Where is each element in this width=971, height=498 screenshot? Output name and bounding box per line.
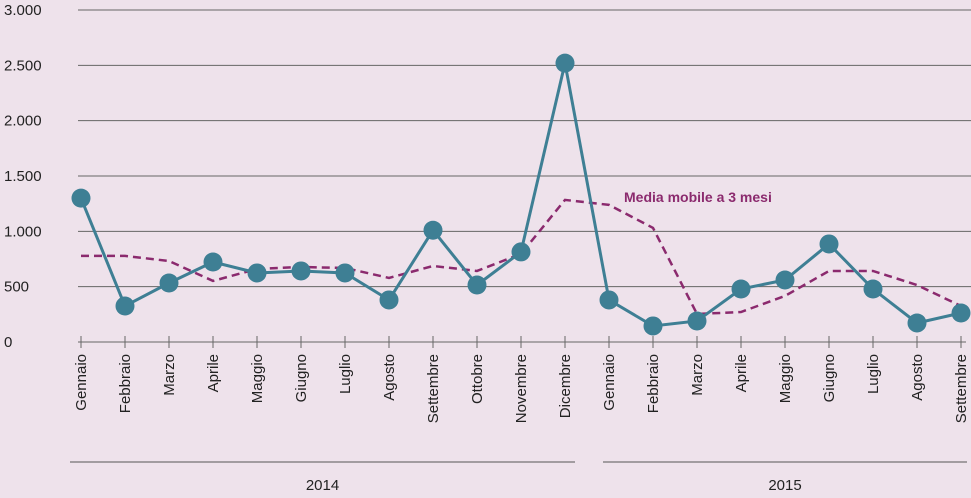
x-tick-label: Febbraio xyxy=(645,354,662,413)
series-line xyxy=(81,198,962,316)
x-tick-label: Agosto xyxy=(909,354,926,401)
marker xyxy=(951,303,971,323)
y-tick-label: 2.000 xyxy=(4,113,42,130)
x-tick-label: Giugno xyxy=(293,354,310,402)
marker xyxy=(643,316,663,336)
marker xyxy=(159,273,179,293)
x-tick-label: Dicembre xyxy=(557,354,574,418)
x-tick-label: Aprile xyxy=(733,354,750,392)
x-tick-label: Settembre xyxy=(425,354,442,423)
marker xyxy=(731,279,751,299)
marker xyxy=(599,290,619,310)
x-tick-label: Marzo xyxy=(689,354,706,396)
x-tick-label: Luglio xyxy=(865,354,882,394)
marker xyxy=(335,263,355,283)
marker xyxy=(775,270,795,290)
marker xyxy=(71,188,91,208)
y-tick-label: 3.000 xyxy=(4,2,42,19)
marker xyxy=(863,279,883,299)
x-tick-label: Luglio xyxy=(337,354,354,394)
marker xyxy=(467,275,487,295)
marker xyxy=(291,261,311,281)
x-tick-label: Maggio xyxy=(777,354,794,403)
x-tick-label: Marzo xyxy=(161,354,178,396)
y-tick-label: 2.500 xyxy=(4,57,42,74)
y-tick-label: 500 xyxy=(4,279,29,296)
x-tick-label: Novembre xyxy=(513,354,530,423)
marker xyxy=(907,313,927,333)
marker xyxy=(203,252,223,272)
marker xyxy=(819,234,839,254)
x-tick-label: Agosto xyxy=(381,354,398,401)
x-tick-label: Febbraio xyxy=(117,354,134,413)
y-tick-label: 1.000 xyxy=(4,223,42,240)
group-label: 2014 xyxy=(306,477,339,494)
x-tick-label: Giugno xyxy=(821,354,838,402)
x-tick-label: Maggio xyxy=(249,354,266,403)
marker xyxy=(511,242,531,262)
marker xyxy=(379,290,399,310)
x-tick-label: Gennaio xyxy=(601,354,618,411)
y-tick-label: 1.500 xyxy=(4,168,42,185)
x-tick-label: Settembre xyxy=(953,354,970,423)
marker xyxy=(423,220,443,240)
x-tick-label: Gennaio xyxy=(73,354,90,411)
group-label: 2015 xyxy=(768,477,801,494)
marker xyxy=(687,311,707,331)
marker xyxy=(247,263,267,283)
x-tick-label: Ottobre xyxy=(469,354,486,404)
x-tick-label: Aprile xyxy=(205,354,222,392)
series-label: Media mobile a 3 mesi xyxy=(624,189,772,205)
marker xyxy=(115,296,135,316)
marker xyxy=(555,53,575,73)
y-tick-label: 0 xyxy=(4,334,12,351)
